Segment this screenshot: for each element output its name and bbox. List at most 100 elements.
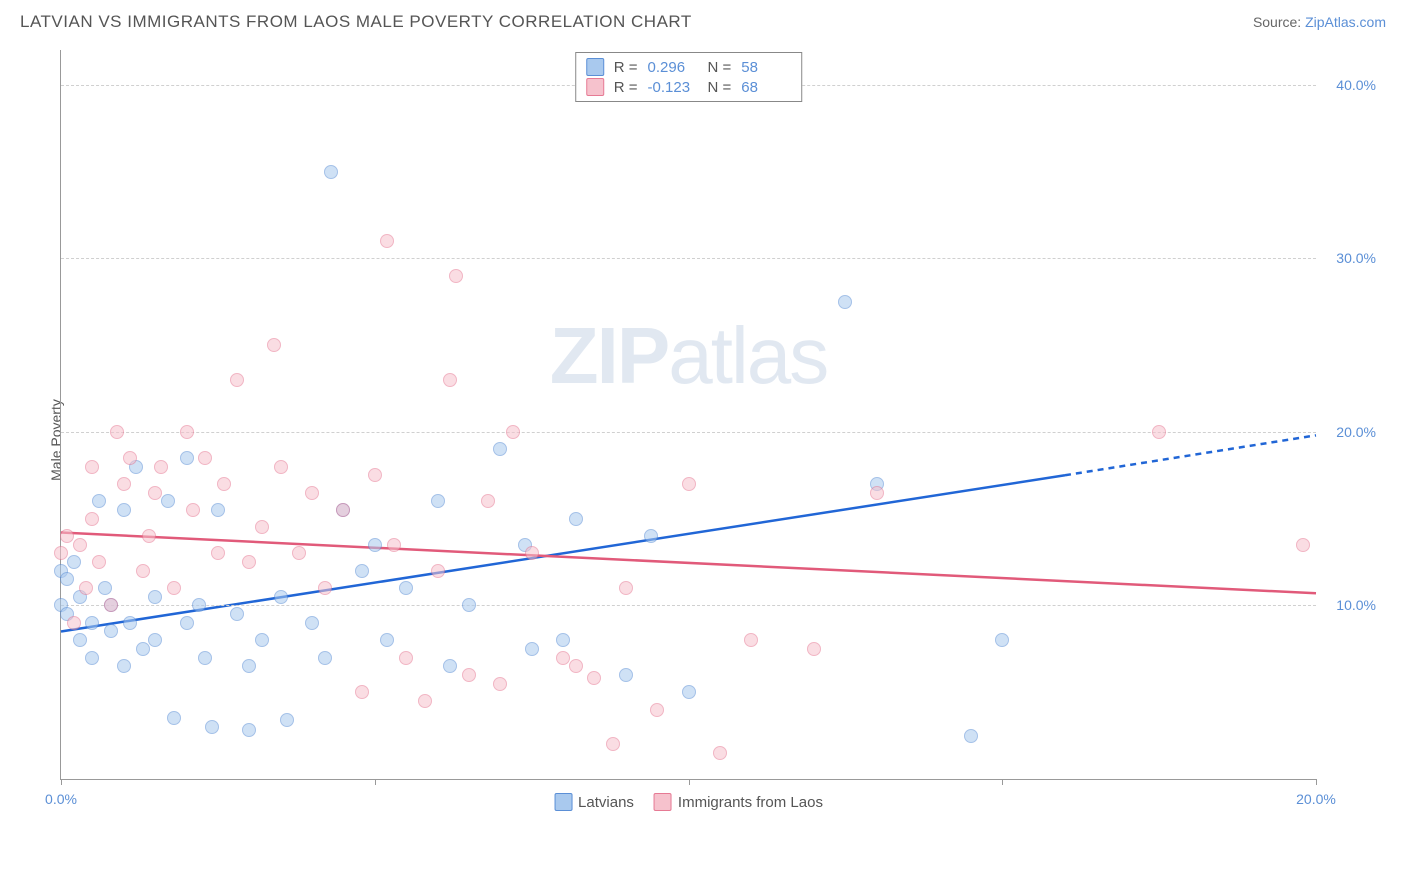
data-point bbox=[399, 651, 413, 665]
data-point bbox=[123, 451, 137, 465]
data-point bbox=[255, 520, 269, 534]
data-point bbox=[205, 720, 219, 734]
data-point bbox=[355, 685, 369, 699]
data-point bbox=[92, 555, 106, 569]
swatch-laos-icon bbox=[654, 793, 672, 811]
data-point bbox=[387, 538, 401, 552]
x-tick bbox=[1002, 779, 1003, 785]
data-point bbox=[85, 512, 99, 526]
data-point bbox=[606, 737, 620, 751]
data-point bbox=[148, 633, 162, 647]
data-point bbox=[180, 425, 194, 439]
correlation-legend: R = 0.296 N = 58 R = -0.123 N = 68 bbox=[575, 52, 803, 102]
data-point bbox=[161, 494, 175, 508]
data-point bbox=[380, 633, 394, 647]
data-point bbox=[318, 651, 332, 665]
swatch-latvians-icon bbox=[554, 793, 572, 811]
data-point bbox=[462, 598, 476, 612]
y-tick-label: 40.0% bbox=[1321, 77, 1376, 93]
x-tick bbox=[1316, 779, 1317, 785]
data-point bbox=[211, 546, 225, 560]
data-point bbox=[198, 451, 212, 465]
data-point bbox=[136, 564, 150, 578]
data-point bbox=[192, 598, 206, 612]
data-point bbox=[682, 477, 696, 491]
data-point bbox=[368, 468, 382, 482]
data-point bbox=[117, 477, 131, 491]
data-point bbox=[110, 425, 124, 439]
data-point bbox=[148, 486, 162, 500]
data-point bbox=[556, 633, 570, 647]
data-point bbox=[619, 581, 633, 595]
data-point bbox=[98, 581, 112, 595]
swatch-laos bbox=[586, 78, 604, 96]
data-point bbox=[380, 234, 394, 248]
data-point bbox=[79, 581, 93, 595]
data-point bbox=[274, 590, 288, 604]
data-point bbox=[525, 546, 539, 560]
data-point bbox=[443, 373, 457, 387]
data-point bbox=[431, 564, 445, 578]
data-point bbox=[995, 633, 1009, 647]
data-point bbox=[644, 529, 658, 543]
data-point bbox=[569, 659, 583, 673]
data-point bbox=[713, 746, 727, 760]
source-link[interactable]: ZipAtlas.com bbox=[1305, 14, 1386, 30]
data-point bbox=[1296, 538, 1310, 552]
data-point bbox=[117, 503, 131, 517]
data-point bbox=[443, 659, 457, 673]
gridline bbox=[61, 432, 1316, 433]
data-point bbox=[1152, 425, 1166, 439]
data-point bbox=[242, 659, 256, 673]
x-tick-label: 20.0% bbox=[1296, 791, 1336, 807]
data-point bbox=[744, 633, 758, 647]
data-point bbox=[230, 607, 244, 621]
series-legend: Latvians Immigrants from Laos bbox=[554, 793, 823, 811]
legend-item-latvians: Latvians bbox=[554, 793, 634, 811]
data-point bbox=[587, 671, 601, 685]
legend-row-laos: R = -0.123 N = 68 bbox=[586, 77, 792, 97]
data-point bbox=[154, 460, 168, 474]
data-point bbox=[104, 624, 118, 638]
data-point bbox=[60, 529, 74, 543]
data-point bbox=[167, 581, 181, 595]
data-point bbox=[136, 642, 150, 656]
data-point bbox=[148, 590, 162, 604]
data-point bbox=[73, 538, 87, 552]
data-point bbox=[431, 494, 445, 508]
chart-header: LATVIAN VS IMMIGRANTS FROM LAOS MALE POV… bbox=[0, 0, 1406, 40]
data-point bbox=[242, 555, 256, 569]
source-attribution: Source: ZipAtlas.com bbox=[1253, 14, 1386, 30]
swatch-latvians bbox=[586, 58, 604, 76]
data-point bbox=[180, 616, 194, 630]
data-point bbox=[305, 486, 319, 500]
data-point bbox=[85, 460, 99, 474]
data-point bbox=[230, 373, 244, 387]
y-tick-label: 20.0% bbox=[1321, 424, 1376, 440]
data-point bbox=[493, 442, 507, 456]
data-point bbox=[449, 269, 463, 283]
data-point bbox=[870, 486, 884, 500]
data-point bbox=[807, 642, 821, 656]
data-point bbox=[104, 598, 118, 612]
y-tick-label: 30.0% bbox=[1321, 250, 1376, 266]
data-point bbox=[506, 425, 520, 439]
x-tick-label: 0.0% bbox=[45, 791, 77, 807]
data-point bbox=[525, 642, 539, 656]
data-point bbox=[67, 616, 81, 630]
data-point bbox=[280, 713, 294, 727]
data-point bbox=[67, 555, 81, 569]
data-point bbox=[180, 451, 194, 465]
plot-area: ZIPatlas R = 0.296 N = 58 R = -0.123 N =… bbox=[60, 50, 1316, 780]
data-point bbox=[85, 616, 99, 630]
data-point bbox=[838, 295, 852, 309]
x-tick bbox=[375, 779, 376, 785]
data-point bbox=[569, 512, 583, 526]
data-point bbox=[682, 685, 696, 699]
data-point bbox=[142, 529, 156, 543]
data-point bbox=[399, 581, 413, 595]
data-point bbox=[324, 165, 338, 179]
data-point bbox=[211, 503, 225, 517]
data-point bbox=[493, 677, 507, 691]
y-tick-label: 10.0% bbox=[1321, 597, 1376, 613]
